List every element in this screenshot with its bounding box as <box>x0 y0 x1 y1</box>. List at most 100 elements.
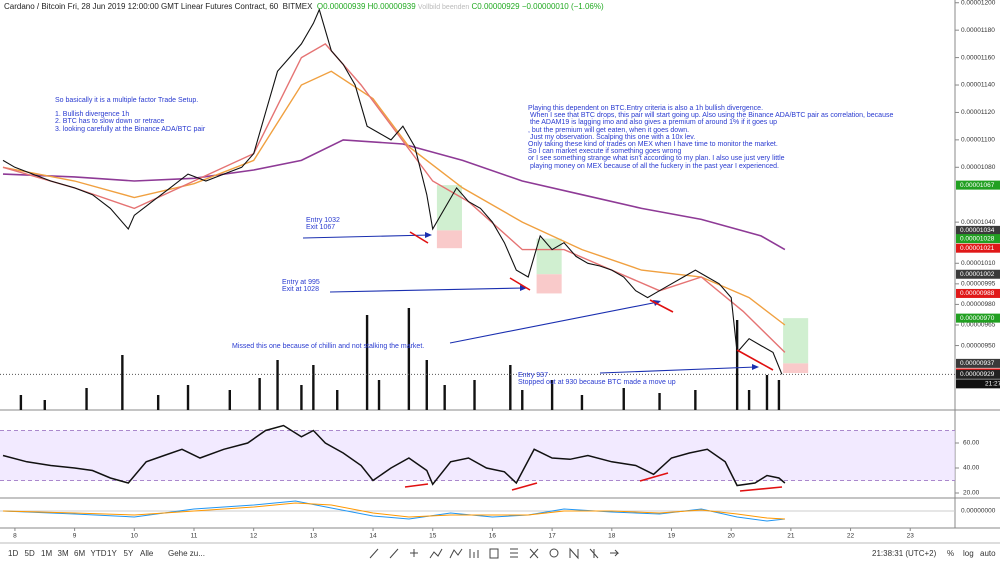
tool-icon[interactable] <box>449 548 463 559</box>
tool-icon[interactable] <box>529 548 539 559</box>
price-label <box>956 225 1000 235</box>
note-line: Only taking these kind of trades on MEX … <box>528 141 778 149</box>
toolbar: 1D 5D 1M 3M 6M YTD 1Y 5Y Alle Gehe zu... 21:38:31 … <box>0 543 1000 563</box>
change: −0.00000010 (−1.06%) <box>521 2 604 11</box>
x-tick-label: 8 <box>13 533 17 540</box>
auto-button[interactable]: auto <box>980 549 996 558</box>
tool-icon[interactable] <box>389 548 399 559</box>
range-button[interactable]: Alle <box>140 549 154 558</box>
tool-icon[interactable] <box>569 547 579 560</box>
volume-bar <box>509 365 512 410</box>
y-tick-label: 0.00001200 <box>961 0 996 6</box>
macd-line <box>2 502 785 520</box>
note-line: Stopped out at 930 because BTC made a mo… <box>518 379 676 387</box>
tool-icon[interactable] <box>369 548 379 559</box>
divergence-line <box>409 231 429 244</box>
x-tick-label: 21 <box>787 533 795 540</box>
price-label <box>956 269 1000 279</box>
y-tick-label: 0.00000995 <box>961 281 996 288</box>
countdown-bg <box>956 379 1000 389</box>
y-tick-label: 0.00001100 <box>961 137 995 144</box>
x-tick-label: 16 <box>489 533 497 540</box>
volume-bar <box>425 360 428 410</box>
target-zone <box>783 318 809 364</box>
y-tick-label: 40.00 <box>963 465 980 472</box>
volume-bar <box>550 380 554 410</box>
percent-button[interactable]: % <box>947 549 955 558</box>
price-label <box>956 358 1000 368</box>
note: Missed this one because of chillin and n… <box>232 343 424 350</box>
note-line: So basically it is a multiple factor Tra… <box>55 97 199 104</box>
arrow <box>449 301 659 344</box>
x-tick-label: 10 <box>131 533 139 540</box>
price-label <box>956 369 1000 379</box>
tool-icon[interactable] <box>589 548 599 559</box>
range-button[interactable]: 6M <box>74 549 86 558</box>
y-tick-label: 0.00001080 <box>961 164 996 171</box>
volume-bar <box>443 385 446 410</box>
price-label <box>956 288 1000 298</box>
tool-icon[interactable] <box>410 549 418 557</box>
price-label <box>956 234 1000 244</box>
y-tick-label: 0.00000000 <box>961 508 996 515</box>
note-line: Playing this dependent on BTC.Entry crit… <box>528 105 764 112</box>
x-tick-label: 20 <box>728 533 736 540</box>
range-button[interactable]: 5D <box>24 549 35 558</box>
note-line: Exit 1067 <box>306 224 336 232</box>
y-tick-label: 0.00001040 <box>961 219 996 226</box>
divergence-line <box>739 486 783 492</box>
range-button[interactable]: 5Y <box>123 549 134 558</box>
note-line: When I see that BTC drops, this pair wil… <box>528 112 894 120</box>
log-button[interactable]: log <box>963 549 974 558</box>
tool-icon[interactable] <box>610 549 620 557</box>
divergence-line <box>511 482 538 491</box>
arrow-head <box>752 364 759 370</box>
stop-zone <box>436 230 462 249</box>
range-button[interactable]: YTD <box>90 549 107 558</box>
volume-bar <box>336 390 339 410</box>
x-tick-label: 23 <box>907 533 915 540</box>
goto-button[interactable]: Gehe zu... <box>168 549 205 558</box>
price-line <box>2 70 786 326</box>
x-tick-label: 15 <box>429 533 437 540</box>
price-label <box>956 243 1000 253</box>
range-button[interactable]: 1M <box>41 549 53 558</box>
price-line <box>2 7 783 375</box>
note-line: Entry 1032 <box>306 217 340 224</box>
price-label-text: 0.00000937 <box>960 360 995 367</box>
note: Entry 1032 Exit 1067 <box>306 217 340 231</box>
tool-icon[interactable] <box>469 549 479 558</box>
range-button[interactable]: 3M <box>57 549 69 558</box>
tool-icon[interactable] <box>489 548 499 559</box>
macd-line <box>2 500 785 522</box>
volume-bar <box>521 390 524 410</box>
tool-icon[interactable] <box>510 548 518 558</box>
tool-icon[interactable] <box>429 548 443 559</box>
volume-bar <box>407 308 411 410</box>
y-tick-label: 0.00000950 <box>961 342 996 349</box>
arrow <box>302 234 431 239</box>
divergence-line <box>509 277 531 291</box>
range-button[interactable]: 1D <box>8 549 19 558</box>
overlay: Vollbild beenden <box>417 4 470 11</box>
volume-bar <box>312 365 315 410</box>
arrow <box>599 366 757 374</box>
arrow-head <box>520 285 527 291</box>
stop-zone <box>783 363 809 373</box>
volume-bar <box>658 393 661 410</box>
x-tick-label: 9 <box>73 533 77 540</box>
x-tick-label: 12 <box>250 533 258 540</box>
arrow <box>329 287 526 293</box>
drawing-tools <box>369 547 620 560</box>
price-label-text: 0.00001067 <box>960 182 995 189</box>
volume-bar <box>121 355 124 410</box>
target-zone <box>536 238 562 275</box>
price-line <box>2 139 786 251</box>
note: So basically it is a multiple factor Tra… <box>55 97 205 133</box>
tool-icon[interactable] <box>549 548 559 558</box>
note-line: Exit at 1028 <box>282 286 319 294</box>
range-button[interactable]: 1Y <box>107 549 117 558</box>
y-tick-label: 60.00 <box>963 440 980 447</box>
